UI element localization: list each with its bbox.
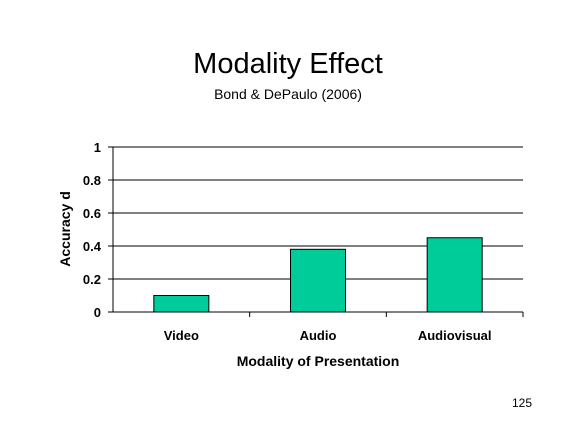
x-tick-label: Video	[164, 328, 199, 343]
page-number: 125	[511, 396, 532, 410]
y-tick-label: 0.6	[83, 206, 101, 221]
bar	[426, 237, 483, 313]
y-tick-label: 0	[94, 305, 101, 320]
y-tick-label: 0.4	[83, 239, 102, 254]
bars	[153, 237, 483, 313]
chart-title: Modality Effect	[193, 48, 383, 80]
axes	[108, 146, 524, 317]
y-tick-label: 0.8	[83, 173, 101, 188]
chart-subtitle: Bond & DePaulo (2006)	[214, 86, 362, 102]
tick-labels: 0 0.2 0.4 0.6 0.8 1 Video Audio Audiovisual	[83, 140, 492, 343]
y-tick-label: 0.2	[83, 272, 101, 287]
x-axis-title: Modality of Presentation	[237, 353, 400, 369]
y-tick-label: 1	[94, 140, 101, 155]
x-tick-label: Audio	[300, 328, 337, 343]
bar	[153, 295, 210, 313]
bar	[290, 248, 346, 313]
x-tick-label: Audiovisual	[418, 328, 492, 343]
y-axis-title: Accuracy d	[57, 191, 73, 266]
